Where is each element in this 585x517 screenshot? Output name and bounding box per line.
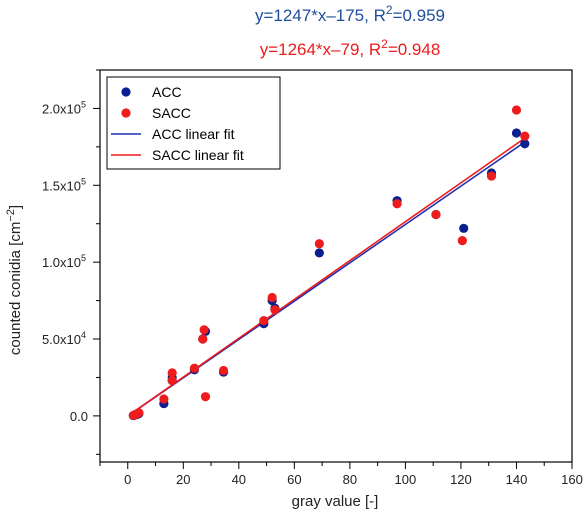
x-tick-label: 160: [561, 472, 583, 487]
y-tick-label: 0.0: [70, 409, 88, 424]
legend-box: [106, 76, 281, 170]
legend-sacc-label: SACC: [152, 105, 191, 121]
sacc-point: [199, 325, 209, 335]
plot-frame: [99, 69, 573, 463]
sacc-point: [198, 334, 208, 344]
y-tick-label: 1.5x105: [42, 176, 86, 193]
legend: ACC SACC ACC linear fit SACC linear fit: [106, 76, 281, 170]
sacc-point: [167, 375, 177, 386]
acc-point: [520, 139, 530, 149]
axis-ticks: 0 20 40 60 80 100 120 140 160 0.0 5.0x104 1.0x105 1.…: [42, 69, 583, 487]
sacc-point: [314, 239, 324, 249]
sacc-point: [270, 305, 280, 315]
y-axis-label: counted conidia [cm−2]: [5, 205, 24, 355]
x-tick-label: 40: [232, 472, 246, 487]
data-points: [128, 105, 530, 421]
legend-sacc-marker: [121, 108, 131, 118]
sacc-point: [486, 171, 497, 181]
legend-sacc-fit-label: SACC linear fit: [152, 147, 244, 163]
sacc-point: [520, 131, 530, 141]
y-tick-label: 1.0x105: [42, 253, 86, 270]
sacc-point: [392, 199, 402, 209]
sacc-point: [511, 105, 522, 115]
x-tick-label: 60: [287, 472, 301, 487]
sacc-point: [259, 315, 269, 326]
sacc-point: [431, 209, 441, 220]
equation-sacc: y=1264*x–79, R2=0.948: [260, 37, 441, 59]
sacc-point: [218, 365, 229, 376]
acc-point: [511, 128, 522, 138]
sacc-point: [200, 392, 211, 402]
x-axis-label: gray value [-]: [292, 493, 379, 510]
equation-acc: y=1247*x–175, R2=0.959: [255, 3, 445, 25]
sacc-point: [267, 292, 277, 303]
legend-acc-fit-label: ACC linear fit: [152, 126, 235, 142]
sacc-point: [159, 394, 169, 404]
y-tick-label: 5.0x104: [42, 330, 86, 347]
x-tick-label: 0: [124, 472, 131, 487]
x-tick-label: 80: [343, 472, 357, 487]
sacc-point: [167, 368, 177, 378]
x-tick-label: 120: [450, 472, 472, 487]
legend-acc-marker: [121, 87, 131, 97]
sacc-point: [189, 363, 199, 373]
x-tick-label: 20: [176, 472, 190, 487]
acc-point: [459, 223, 469, 233]
acc-point: [314, 248, 324, 258]
x-tick-label: 140: [506, 472, 528, 487]
sacc-point: [457, 236, 467, 246]
x-tick-label: 100: [395, 472, 417, 487]
y-tick-label: 2.0x105: [42, 99, 86, 116]
sacc-point: [134, 408, 144, 418]
legend-acc-label: ACC: [152, 84, 182, 100]
